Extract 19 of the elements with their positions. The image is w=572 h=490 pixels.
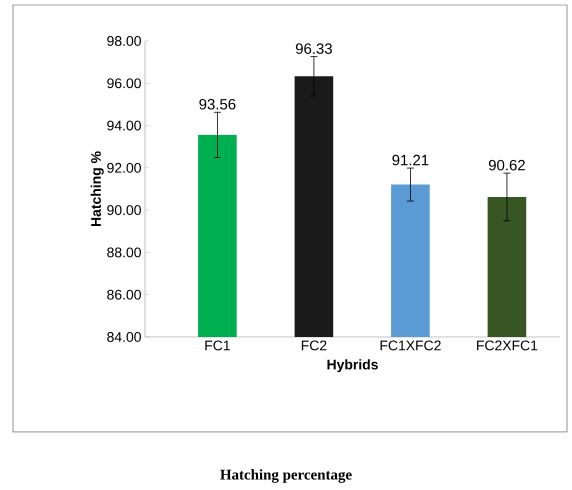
- y-tick-label: 94.00: [107, 120, 141, 130]
- data-label: 90.62: [488, 160, 525, 170]
- y-tick-label: 84.00: [107, 332, 141, 342]
- x-tick-label: FC2XFC1: [477, 340, 538, 350]
- y-tick-label: 86.00: [107, 290, 141, 300]
- y-tick-label: 92.00: [107, 162, 141, 173]
- x-tick-label: FC1XFC2: [380, 340, 441, 350]
- x-tick-label: FC1: [205, 340, 230, 350]
- y-tick-label: 96.00: [107, 78, 141, 88]
- x-axis-title: Hybrids: [327, 359, 378, 372]
- data-label: 91.21: [392, 154, 428, 166]
- y-tick-label: 88.00: [107, 247, 141, 258]
- x-tick-label: FC2: [302, 340, 326, 350]
- y-axis-title: Hatching %: [90, 151, 104, 226]
- data-label: 93.56: [199, 98, 236, 110]
- y-tick-label: 90.00: [107, 205, 141, 216]
- text: Hatching percentage: [220, 469, 352, 483]
- data-label: 96.33: [296, 43, 332, 54]
- y-tick-label: 98.00: [107, 36, 141, 46]
